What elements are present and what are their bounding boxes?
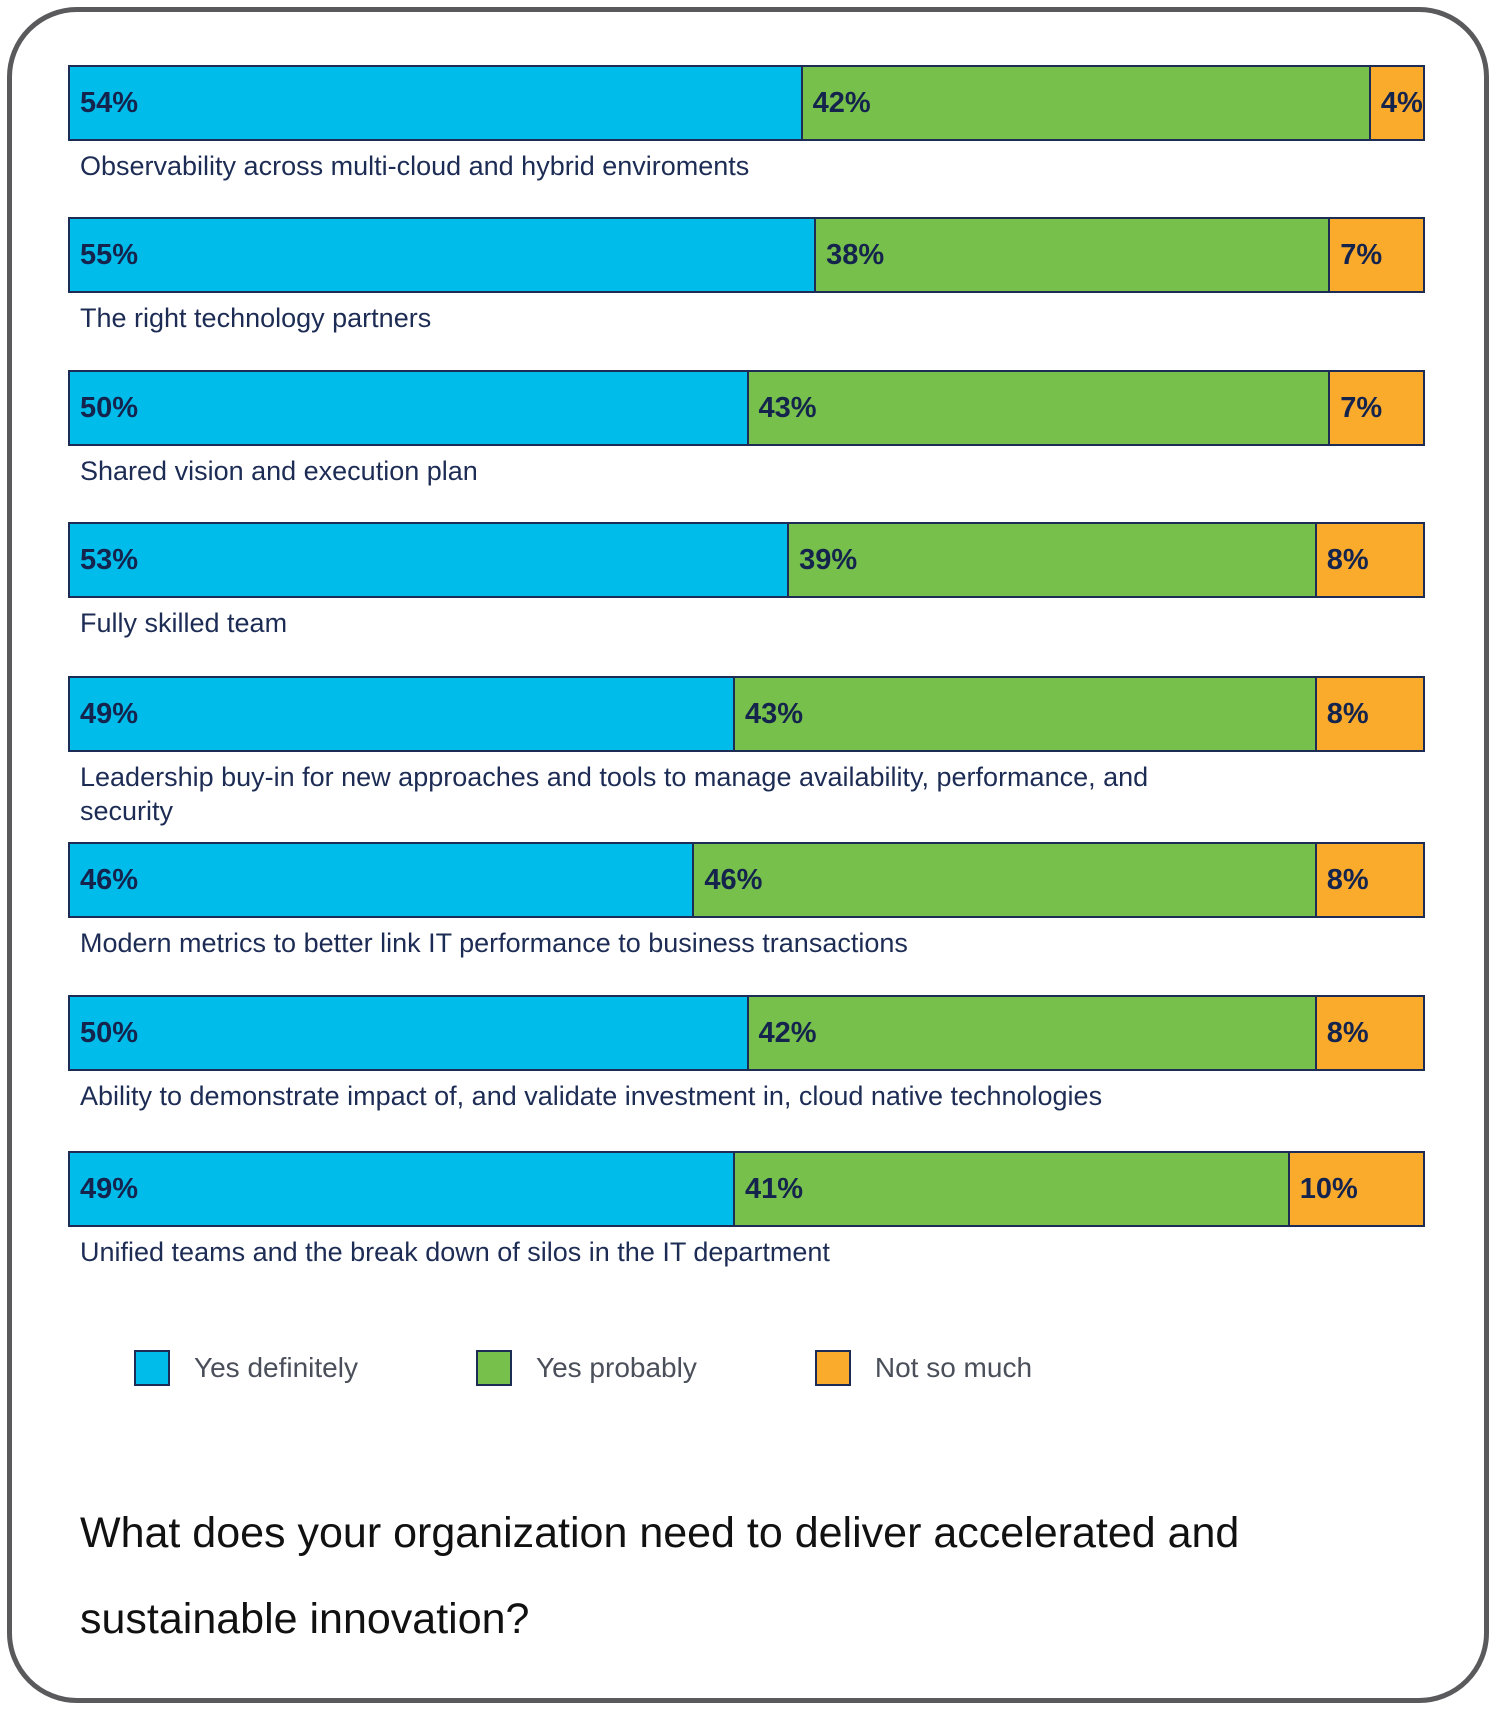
bar-segment: 41% (732, 1153, 1288, 1225)
category-label: Ability to demonstrate impact of, and va… (80, 1081, 1103, 1111)
legend-label: Yes probably (535, 1352, 697, 1383)
bar-row: 53% 39% 8% (68, 522, 1425, 598)
bar-row: 50% 42% 8% (68, 995, 1425, 1071)
category-label: Observability across multi-cloud and hyb… (80, 151, 750, 181)
legend-item: Yes probably (475, 1350, 697, 1386)
bar-segment: 10% (1287, 1153, 1423, 1225)
bar-row: 46% 46% 8% (68, 842, 1425, 918)
chart-title: What does your organization need to deli… (80, 1509, 1240, 1643)
bar-segment: 46% (70, 844, 693, 916)
bar-segment: 50% (70, 997, 747, 1069)
bar-row: 54% 42% 4% (68, 65, 1425, 141)
legend-swatch (814, 1350, 851, 1386)
bar-segment: 50% (70, 372, 747, 444)
bar-segment: 8% (1314, 678, 1423, 750)
category-label: Shared vision and execution plan (80, 456, 478, 486)
bar-segment: 38% (814, 219, 1329, 291)
bar-segment: 8% (1314, 997, 1423, 1069)
category-label: Fully skilled team (80, 608, 288, 638)
bar-row: 55% 38% 7% (68, 217, 1425, 293)
legend-swatch (134, 1350, 170, 1386)
category-label: Unified teams and the break down of silo… (80, 1237, 830, 1267)
bar-segment: 4% (1368, 67, 1423, 139)
bar-segment: 49% (70, 1153, 733, 1225)
bar-segment: 42% (800, 67, 1369, 139)
legend-item: Not so much (814, 1350, 1033, 1386)
bar-segment: 46% (692, 844, 1315, 916)
bar-segment: 42% (746, 997, 1315, 1069)
bar-row: 50% 43% 7% (68, 370, 1425, 446)
category-label: Modern metrics to better link IT perform… (80, 928, 908, 958)
bar-segment: 8% (1314, 844, 1423, 916)
legend-item: Yes definitely (134, 1350, 358, 1386)
bar-segment: 8% (1314, 524, 1423, 596)
legend-label: Not so much (874, 1352, 1033, 1383)
card-frame (7, 7, 1489, 1703)
legend: Yes definitely Yes probably Not so much (134, 1350, 1150, 1386)
legend-swatch (475, 1350, 512, 1386)
bar-segment: 43% (746, 372, 1329, 444)
legend-label: Yes definitely (194, 1352, 358, 1383)
bar-segment: 54% (70, 67, 801, 139)
bar-segment: 43% (732, 678, 1315, 750)
bar-segment: 39% (787, 524, 1315, 596)
bar-segment: 7% (1328, 219, 1423, 291)
bar-segment: 49% (70, 678, 733, 750)
bar-segment: 53% (70, 524, 788, 596)
bar-row: 49% 43% 8% (68, 676, 1425, 752)
category-label: Leadership buy-in for new approaches and… (80, 762, 1149, 826)
bar-row: 49% 41% 10% (68, 1151, 1425, 1227)
bar-segment: 7% (1328, 372, 1423, 444)
bar-segment: 55% (70, 219, 815, 291)
category-label: The right technology partners (80, 303, 432, 333)
